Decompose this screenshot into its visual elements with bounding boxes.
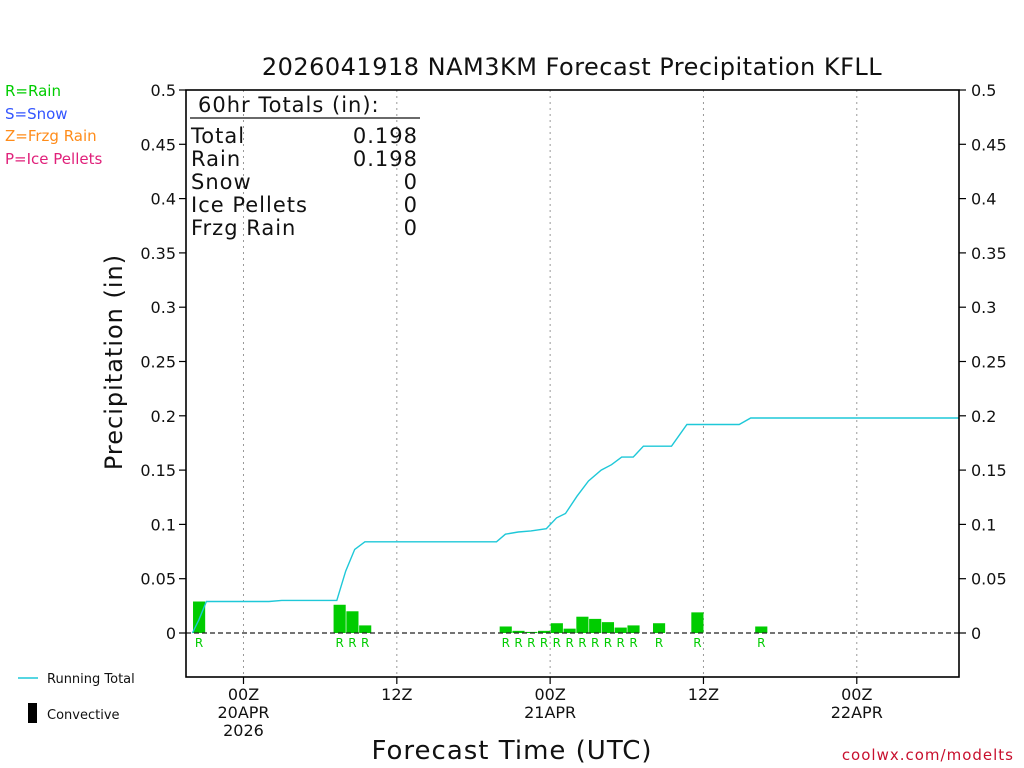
y-axis-label: Precipitation (in) [100, 254, 128, 470]
precip-bar-1 [333, 604, 346, 633]
y-tick-label-right-2: 0.1 [971, 515, 996, 534]
convective-swatch [28, 703, 37, 723]
ptype-label-14: R [629, 636, 637, 650]
legend-ice-pellets: P=Ice Pellets [5, 150, 102, 168]
precip-bar-4 [499, 626, 512, 633]
precip-bar-8 [550, 623, 563, 633]
y-tick-label-left-4: 0.2 [151, 407, 176, 426]
ptype-label-1: R [335, 636, 343, 650]
precip-bar-10 [576, 616, 589, 633]
precip-bar-13 [614, 627, 627, 633]
precip-bar-2 [346, 611, 359, 633]
convective-legend-label: Convective [47, 708, 120, 723]
y-tick-label-left-0: 0 [166, 624, 176, 643]
y-tick-label-left-2: 0.1 [151, 515, 176, 534]
y-tick-label-right-10: 0.5 [971, 81, 996, 100]
x-tick-label-4-0: 00Z [841, 685, 872, 704]
x-tick-label-3-0: 12Z [688, 685, 719, 704]
ptype-label-16: R [693, 636, 701, 650]
totals-value-ice-pellets: 0 [404, 193, 418, 217]
totals-box: 60hr Totals (in): Total 0.198 Rain 0.198… [190, 93, 420, 240]
x-tick-label-2-0: 00Z [534, 685, 565, 704]
x-axis-label: Forecast Time (UTC) [371, 736, 652, 766]
legend-frzg-rain: Z=Frzg Rain [5, 127, 97, 145]
totals-label-total: Total [190, 124, 245, 148]
x-tick-label-4-1: 22APR [831, 703, 883, 722]
ptype-label-10: R [578, 636, 586, 650]
totals-label-frzg-rain: Frzg Rain [191, 216, 296, 240]
series-legend: Running Total Convective [18, 672, 135, 723]
y-tick-label-right-9: 0.45 [971, 135, 1007, 154]
chart-title: 2026041918 NAM3KM Forecast Precipitation… [262, 53, 882, 81]
ptype-label-9: R [565, 636, 573, 650]
ptype-label-3: R [361, 636, 369, 650]
y-tick-label-right-1: 0.05 [971, 570, 1007, 589]
totals-label-ice-pellets: Ice Pellets [191, 193, 308, 217]
y-tick-label-left-10: 0.5 [151, 81, 176, 100]
ptype-label-8: R [553, 636, 561, 650]
precip-bars [193, 601, 768, 633]
ptype-label-11: R [591, 636, 599, 650]
totals-value-snow: 0 [404, 170, 418, 194]
y-tick-label-right-7: 0.35 [971, 244, 1007, 263]
y-tick-label-right-6: 0.3 [971, 298, 996, 317]
y-tick-label-left-6: 0.3 [151, 298, 176, 317]
y-tick-label-left-3: 0.15 [140, 461, 176, 480]
precip-bar-7 [538, 630, 551, 633]
ptype-label-0: R [195, 636, 203, 650]
y-tick-label-right-4: 0.2 [971, 407, 996, 426]
ptype-label-15: R [655, 636, 663, 650]
y-tick-label-left-9: 0.45 [140, 135, 176, 154]
grid-lines [242, 90, 858, 677]
ptype-label-17: R [757, 636, 765, 650]
legend-rain: R=Rain [5, 82, 61, 100]
totals-label-snow: Snow [191, 170, 252, 194]
totals-header: 60hr Totals (in): [198, 93, 380, 117]
y-tick-label-right-8: 0.4 [971, 190, 996, 209]
ptype-legend: R=Rain S=Snow Z=Frzg Rain P=Ice Pellets [5, 82, 102, 168]
totals-value-rain: 0.198 [353, 147, 418, 171]
totals-value-frzg-rain: 0 [404, 216, 418, 240]
precip-bar-14 [627, 625, 640, 633]
y-axis-ticks: 0 00.05 0.050.1 0.10.15 0.150.2 0.20.25 0.250.… [140, 81, 1006, 643]
ptype-label-6: R [527, 636, 535, 650]
credit-text: coolwx.com/modelts [842, 746, 1014, 764]
plot-frame [185, 89, 960, 678]
ptype-label-4: R [502, 636, 510, 650]
ptype-label-13: R [617, 636, 625, 650]
x-tick-label-0-2: 2026 [223, 721, 264, 740]
precip-bar-15 [652, 623, 666, 633]
running-total-legend-label: Running Total [47, 672, 135, 687]
y-tick-label-left-8: 0.4 [151, 190, 176, 209]
y-tick-label-right-3: 0.15 [971, 461, 1007, 480]
x-tick-label-2-1: 21APR [524, 703, 576, 722]
running-total-line [191, 417, 959, 634]
ptype-label-2: R [348, 636, 356, 650]
precip-bar-9 [563, 628, 576, 633]
y-tick-label-left-7: 0.35 [140, 244, 176, 263]
precip-bar-17 [755, 626, 768, 633]
precip-bar-16 [691, 612, 704, 633]
precip-bar-3 [359, 625, 372, 633]
ptype-label-12: R [604, 636, 612, 650]
y-tick-label-right-5: 0.25 [971, 353, 1007, 372]
precip-bar-11 [589, 618, 602, 633]
precip-bar-12 [601, 622, 615, 633]
totals-value-total: 0.198 [353, 124, 418, 148]
y-tick-label-right-0: 0 [971, 624, 981, 643]
y-tick-label-left-1: 0.05 [140, 570, 176, 589]
ptype-label-5: R [514, 636, 522, 650]
totals-label-rain: Rain [191, 147, 241, 171]
x-tick-label-0-0: 00Z [228, 685, 259, 704]
ptype-label-7: R [540, 636, 548, 650]
x-tick-label-0-1: 20APR [217, 703, 269, 722]
legend-snow: S=Snow [5, 105, 68, 123]
x-tick-label-1-0: 12Z [381, 685, 412, 704]
precip-bar-5 [512, 630, 525, 633]
y-tick-label-left-5: 0.25 [140, 353, 176, 372]
